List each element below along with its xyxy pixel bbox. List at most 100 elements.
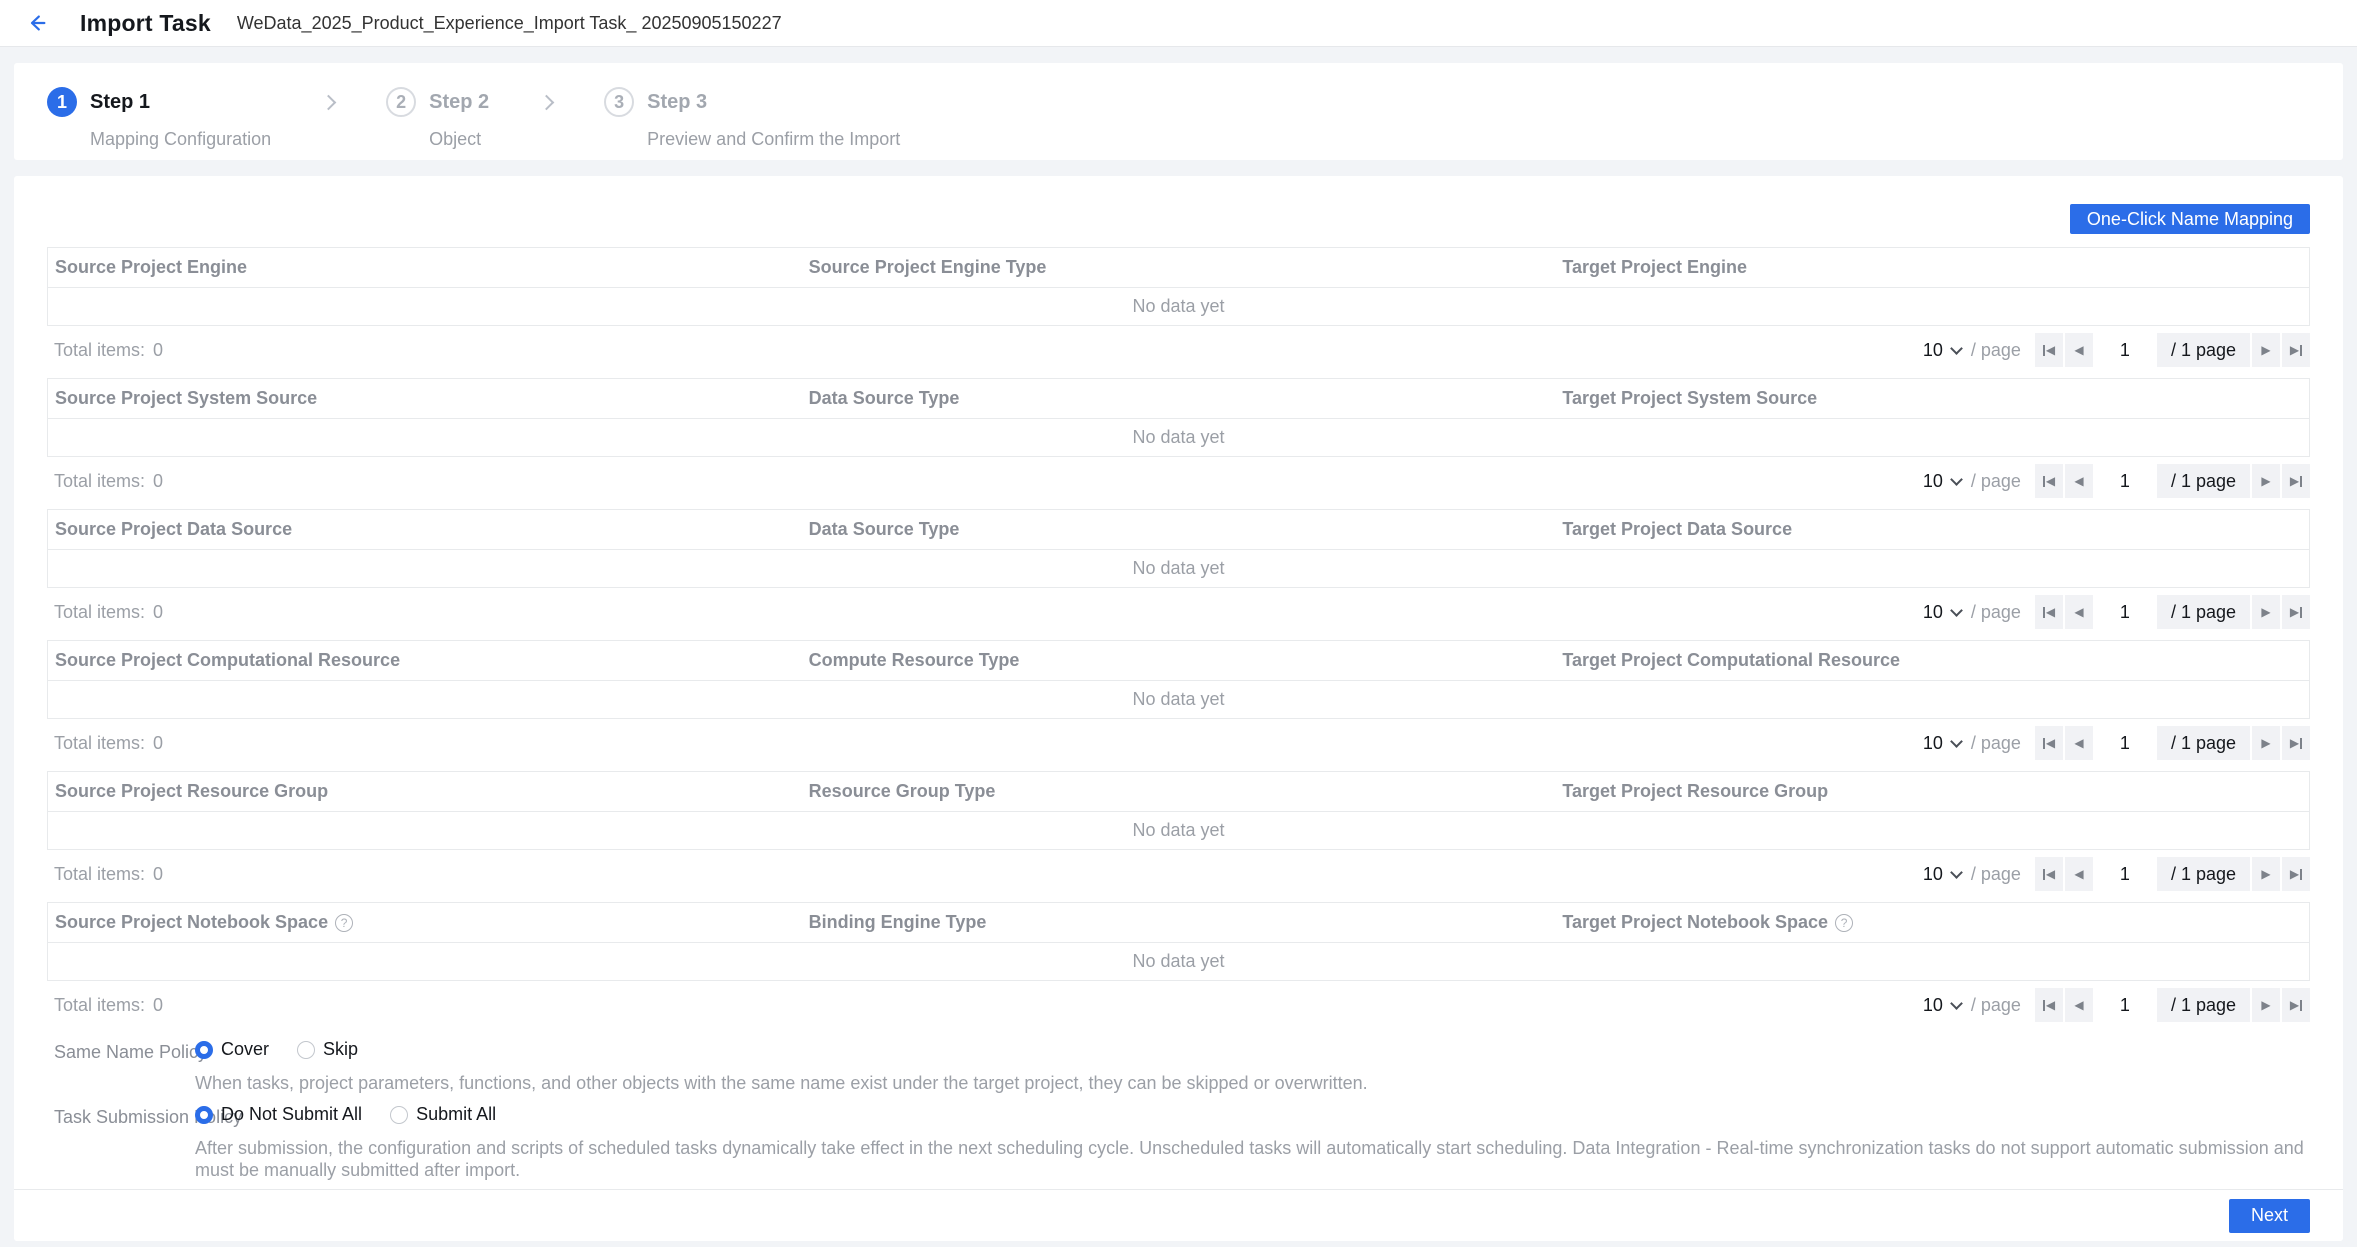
same-name-policy-options: Cover Skip [195,1039,2310,1060]
page-size-select[interactable]: 10 [1923,995,1963,1016]
pagination-page-input[interactable] [2094,595,2155,629]
chevron-down-icon [1950,603,1963,617]
pagination-controls: ◀ ◀ / 1 page ▶ ▶ [2034,857,2310,891]
task-submission-policy-row: Task Submission Policy Do Not Submit All… [47,1104,2310,1181]
pagination-controls: ◀ ◀ / 1 page ▶ ▶ [2034,988,2310,1022]
step-2-label: Step 2 [429,91,490,113]
pagination-prev-button[interactable]: ◀ [2064,726,2093,760]
next-page-icon: ▶ [2261,474,2271,488]
same-name-policy-row: Same Name Policy Cover Skip When tasks, … [47,1039,2310,1094]
one-click-name-mapping-button[interactable]: One-Click Name Mapping [2069,204,2310,234]
pagination-page-count: / 1 page [2156,988,2250,1022]
next-button[interactable]: Next [2228,1198,2310,1233]
pagination-last-button[interactable]: ▶ [2282,464,2310,498]
first-page-icon: ◀ [2045,736,2056,750]
pagination-last-button[interactable]: ▶ [2282,595,2310,629]
table-header-row: Source Project Notebook Space ? Binding … [48,903,2309,943]
table-header-row: Source Project Resource Group ? Resource… [48,772,2309,812]
pagination-last-button[interactable]: ▶ [2282,333,2310,367]
per-page-label: / page [1970,601,2021,622]
pagination-page-input[interactable] [2094,857,2155,891]
mapping-table-section: Source Project Computational Resource ? … [47,640,2310,767]
step-3-label: Step 3 [647,91,708,113]
empty-state-text: No data yet [48,419,2309,456]
first-page-icon: ◀ [2045,867,2056,881]
pagination-prev-button[interactable]: ◀ [2064,988,2093,1022]
chevron-down-icon [1950,472,1963,486]
total-items: Total items: 0 [54,732,164,753]
pagination-first-button[interactable]: ◀ [2034,333,2063,367]
radio-submit-all[interactable]: Submit All [390,1104,496,1125]
help-icon[interactable]: ? [335,913,354,932]
per-page-label: / page [1970,470,2021,491]
chevron-right-icon [320,94,337,111]
pagination-last-button[interactable]: ▶ [2282,857,2310,891]
topbar: Import Task WeData_2025_Product_Experien… [0,0,2357,47]
next-page-icon: ▶ [2261,605,2271,619]
prev-page-icon: ◀ [2074,867,2084,881]
per-page-label: / page [1970,339,2021,360]
radio-cover[interactable]: Cover [195,1039,269,1060]
pagination-controls: ◀ ◀ / 1 page ▶ ▶ [2034,464,2310,498]
pagination-page-input[interactable] [2094,988,2155,1022]
page-size-select[interactable]: 10 [1923,864,1963,885]
pagination-first-button[interactable]: ◀ [2034,857,2063,891]
back-button[interactable] [24,10,50,36]
empty-state-text: No data yet [48,550,2309,587]
pagination-prev-button[interactable]: ◀ [2064,464,2093,498]
radio-skip[interactable]: Skip [297,1039,358,1060]
table-column-header: Source Project Computational Resource ? [55,650,401,670]
same-name-policy-label: Same Name Policy [54,1042,208,1062]
page-size-select[interactable]: 10 [1923,471,1963,492]
pagination-prev-button[interactable]: ◀ [2064,595,2093,629]
pagination-last-button[interactable]: ▶ [2282,726,2310,760]
per-page-label: / page [1970,732,2021,753]
mapping-table: Source Project Computational Resource ? … [47,640,2310,719]
pagination-next-button[interactable]: ▶ [2252,988,2280,1022]
radio-do-not-submit-all[interactable]: Do Not Submit All [195,1104,362,1125]
page-size-select[interactable]: 10 [1923,733,1963,754]
table-column-header: Source Project Notebook Space ? [48,912,802,933]
radio-unselected-icon [390,1105,409,1124]
pagination-page-count: / 1 page [2156,595,2250,629]
page-size-select[interactable]: 10 [1923,602,1963,623]
pagination-next-button[interactable]: ▶ [2252,857,2280,891]
pagination-next-button[interactable]: ▶ [2252,464,2280,498]
pagination-page-input[interactable] [2094,333,2155,367]
table-column-header: Source Project System Source ? [55,388,318,408]
first-page-icon: ◀ [2045,474,2056,488]
pagination-next-button[interactable]: ▶ [2252,333,2280,367]
mapping-table: Source Project Notebook Space ? Binding … [47,902,2310,981]
pagination-last-button[interactable]: ▶ [2282,988,2310,1022]
step-2: 2 Step 2 Object [386,87,489,150]
pagination-first-button[interactable]: ◀ [2034,988,2063,1022]
step-2-circle: 2 [386,87,417,117]
total-items: Total items: 0 [54,339,164,360]
pagination-page-input[interactable] [2094,726,2155,760]
pagination-next-button[interactable]: ▶ [2252,595,2280,629]
pagination-first-button[interactable]: ◀ [2034,464,2063,498]
task-name: WeData_2025_Product_Experience_Import Ta… [236,12,782,33]
pagination-first-button[interactable]: ◀ [2034,595,2063,629]
help-icon[interactable]: ? [1835,913,1854,932]
pagination-first-button[interactable]: ◀ [2034,726,2063,760]
pagination-page-count: / 1 page [2156,333,2250,367]
table-column-header: Target Project Engine ? [1562,257,1748,277]
pagination-next-button[interactable]: ▶ [2252,726,2280,760]
empty-state-text: No data yet [48,681,2309,718]
pagination-prev-button[interactable]: ◀ [2064,333,2093,367]
mapping-table-section: Source Project Engine ? Source Project E… [47,247,2310,374]
pagination-bar: Total items:0 10 / page ◀ ◀ / 1 page ▶ ▶ [47,850,2310,898]
task-submission-policy-label: Task Submission Policy [54,1107,243,1127]
prev-page-icon: ◀ [2074,605,2084,619]
page-size-select[interactable]: 10 [1923,340,1963,361]
pagination-page-input[interactable] [2094,464,2155,498]
last-page-icon: ▶ [2289,998,2300,1012]
table-column-header: Data Source Type ? [808,519,960,539]
next-page-icon: ▶ [2261,867,2271,881]
pagination-prev-button[interactable]: ◀ [2064,857,2093,891]
mapping-table-section: Source Project Resource Group ? Resource… [47,771,2310,898]
prev-page-icon: ◀ [2074,736,2084,750]
table-header-row: Source Project Engine ? Source Project E… [48,248,2309,288]
step-1-circle: 1 [47,87,77,117]
